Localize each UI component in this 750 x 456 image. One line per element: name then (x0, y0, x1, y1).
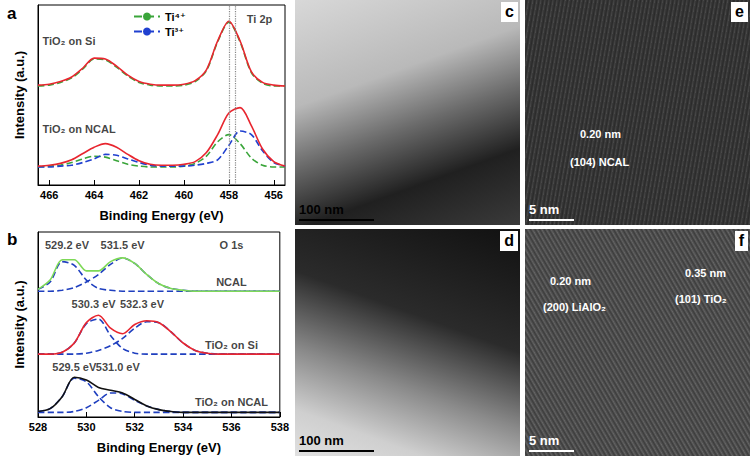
svg-text:b: b (7, 230, 17, 249)
svg-text:529.5 eV: 529.5 eV (52, 361, 97, 373)
svg-text:456: 456 (265, 189, 283, 201)
svg-text:Ti 2p: Ti 2p (247, 13, 273, 25)
svg-text:464: 464 (85, 189, 104, 201)
html-text:100 nm: 100 nm (299, 202, 344, 217)
svg-text:Binding Energy (eV): Binding Energy (eV) (97, 440, 221, 455)
svg-text:531.0 eV: 531.0 eV (96, 361, 141, 373)
svg-text:a: a (7, 4, 17, 23)
svg-text:532.3 eV: 532.3 eV (120, 298, 165, 310)
svg-text:462: 462 (130, 189, 148, 201)
html-text:(200) LiAlO₂: (200) LiAlO₂ (543, 301, 606, 313)
svg-text:TiO₂ on NCAL: TiO₂ on NCAL (195, 396, 268, 408)
svg-text:528: 528 (29, 421, 47, 433)
svg-text:531.5 eV: 531.5 eV (101, 239, 146, 251)
html-text:5 nm: 5 nm (529, 433, 560, 448)
html-text:5 nm: 5 nm (529, 202, 560, 217)
svg-text:O 1s: O 1s (220, 239, 244, 251)
svg-text:Ti³⁺: Ti³⁺ (165, 26, 184, 38)
svg-text:TiO₂ on Si: TiO₂ on Si (42, 35, 95, 47)
html-text:c: c (505, 3, 514, 20)
svg-text:534: 534 (174, 421, 193, 433)
svg-text:Binding Energy (eV): Binding Energy (eV) (99, 208, 223, 223)
html-text:d: d (504, 232, 514, 249)
svg-text:538: 538 (271, 421, 289, 433)
html-text:0.20 nm: 0.20 nm (550, 275, 591, 287)
svg-text:529.2 eV: 529.2 eV (45, 239, 90, 251)
svg-text:Intensity (a.u.): Intensity (a.u.) (12, 51, 27, 139)
html-text:(101) TiO₂: (101) TiO₂ (675, 293, 727, 305)
html-text:0.20 nm: 0.20 nm (580, 128, 621, 140)
html-text:f: f (738, 232, 744, 249)
svg-text:NCAL: NCAL (216, 276, 247, 288)
svg-text:460: 460 (175, 189, 193, 201)
svg-text:Intensity (a.u.): Intensity (a.u.) (12, 280, 27, 368)
html-text:(104) NCAL: (104) NCAL (570, 156, 630, 168)
svg-text:530.3 eV: 530.3 eV (72, 298, 117, 310)
svg-text:466: 466 (40, 189, 58, 201)
svg-text:TiO₂ on Si: TiO₂ on Si (205, 339, 258, 351)
html-text:100 nm: 100 nm (299, 433, 344, 448)
svg-text:536: 536 (222, 421, 240, 433)
svg-text:TiO₂ on NCAL: TiO₂ on NCAL (42, 123, 115, 135)
svg-text:458: 458 (220, 189, 238, 201)
html-text:0.35 nm: 0.35 nm (685, 267, 726, 279)
svg-text:530: 530 (77, 421, 95, 433)
html-text:e: e (735, 3, 744, 20)
svg-text:Ti⁴⁺: Ti⁴⁺ (165, 11, 186, 23)
svg-text:532: 532 (126, 421, 144, 433)
